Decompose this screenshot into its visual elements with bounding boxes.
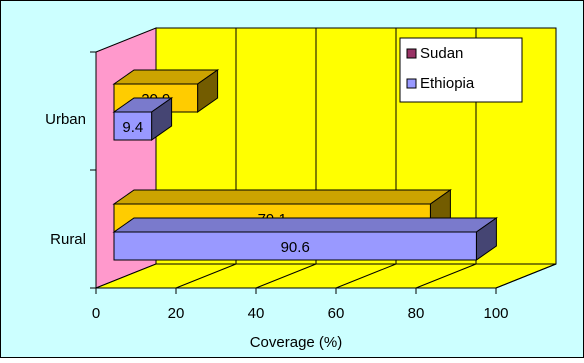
legend-swatch-ethiopia	[406, 78, 417, 89]
legend-box	[399, 37, 523, 103]
gridline-floor	[175, 263, 237, 289]
floor	[95, 263, 557, 289]
y-category-label: Rural	[50, 231, 86, 248]
y-category-label: Urban	[45, 111, 86, 128]
bar-ethiopia-rural	[113, 231, 477, 261]
legend-label-ethiopia: Ethiopia	[420, 75, 475, 92]
axes: 0 20 40 60 80 100	[90, 51, 509, 322]
bars: Urban20.99.4Rural79.190.6	[45, 69, 498, 261]
bar-data-label: 90.6	[281, 239, 310, 256]
x-tick-label: 80	[408, 305, 425, 322]
bar-data-label: 9.4	[122, 119, 143, 136]
gridline-floor	[415, 263, 477, 289]
x-tick-label: 60	[328, 305, 345, 322]
bar-top-face	[112, 217, 498, 233]
x-axis-title: Coverage (%)	[250, 334, 343, 351]
x-tick-label: 20	[168, 305, 185, 322]
x-tick-label: 40	[248, 305, 265, 322]
legend-label-sudan: Sudan	[420, 45, 463, 62]
x-tick-label: 0	[92, 305, 100, 322]
legend: Sudan Ethiopia	[399, 37, 523, 103]
bar-ethiopia-urban	[113, 111, 153, 141]
x-tick-label: 100	[483, 305, 508, 322]
legend-swatch-sudan	[406, 48, 417, 59]
gridline-floor	[255, 263, 317, 289]
gridline-floor	[335, 263, 397, 289]
gridline-floor	[495, 263, 557, 289]
bar-top-face	[112, 189, 452, 205]
